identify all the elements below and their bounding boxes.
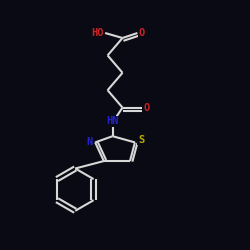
Text: S: S — [138, 135, 144, 145]
Text: O: O — [139, 28, 145, 38]
Text: O: O — [144, 102, 150, 113]
Text: HN: HN — [106, 116, 119, 126]
Text: N: N — [86, 138, 92, 147]
Text: HO: HO — [91, 28, 104, 38]
